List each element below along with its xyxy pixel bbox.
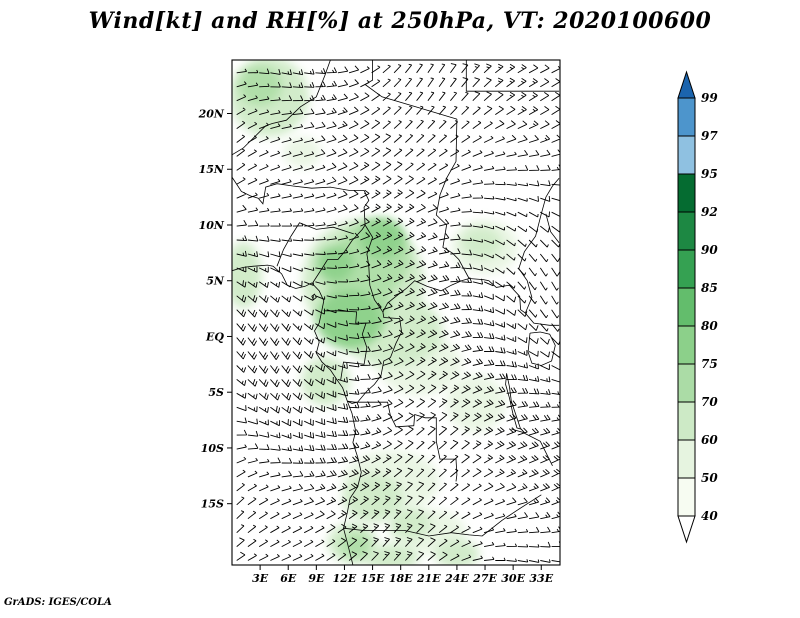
colorbar-segment — [677, 97, 696, 137]
x-tick-label: 18E — [389, 572, 413, 585]
wind-barbs — [236, 63, 560, 563]
x-tick-label: 6E — [280, 572, 297, 585]
colorbar-bottom-arrow — [677, 515, 696, 544]
colorbar-label: 90 — [701, 243, 718, 257]
colorbar-label: 75 — [701, 357, 718, 371]
colorbar-label: 85 — [701, 281, 718, 295]
x-tick-label: 21E — [416, 572, 441, 585]
y-tick-label: EQ — [205, 330, 224, 343]
y-tick-label: 15S — [201, 498, 224, 511]
map-outlines — [232, 60, 560, 565]
y-tick-label: 15N — [199, 163, 225, 176]
y-tick-label: 5S — [208, 386, 224, 399]
x-tick-label: 30E — [501, 572, 525, 585]
plot-frame — [231, 59, 561, 566]
axes: 3E 6E 9E 12E 15E 18E 21E 24E 27E 30E 33E 20N 15N 10N 5… — [198, 108, 554, 585]
colorbar-segment — [677, 135, 696, 175]
x-tick-label: 24E — [444, 572, 469, 585]
colorbar: 99 97 95 92 90 85 80 75 70 60 50 40 — [677, 70, 718, 544]
colorbar-top-arrow — [677, 70, 696, 99]
x-tick-label: 33E — [529, 572, 553, 585]
chart-title: Wind[kt] and RH[%] at 250hPa, VT: 202010… — [88, 8, 712, 34]
colorbar-label: 70 — [701, 395, 718, 409]
colorbar-label: 60 — [701, 433, 718, 447]
colorbar-segment — [677, 173, 696, 213]
colorbar-segment — [677, 287, 696, 327]
x-tick-label: 9E — [308, 572, 325, 585]
colorbar-label: 99 — [701, 91, 718, 105]
colorbar-segment — [677, 401, 696, 441]
y-tick-label: 10S — [201, 442, 224, 455]
colorbar-label: 80 — [701, 319, 718, 333]
colorbar-segment — [677, 211, 696, 251]
rh-shading — [232, 60, 519, 565]
colorbar-segment — [677, 439, 696, 479]
y-tick-label: 10N — [199, 219, 225, 232]
colorbar-label: 50 — [701, 471, 718, 485]
colorbar-label: 97 — [701, 129, 718, 143]
x-tick-label: 27E — [472, 572, 497, 585]
x-tick-label: 12E — [333, 572, 357, 585]
colorbar-label: 40 — [701, 509, 718, 523]
colorbar-label: 95 — [701, 167, 718, 181]
colorbar-segment — [677, 249, 696, 289]
colorbar-segment — [677, 477, 696, 517]
y-tick-label: 5N — [206, 275, 225, 288]
y-tick-label: 20N — [198, 108, 225, 121]
grads-credit: GrADS: IGES/COLA — [4, 597, 112, 608]
x-tick-label: 15E — [361, 572, 385, 585]
colorbar-segment — [677, 325, 696, 365]
colorbar-segment — [677, 363, 696, 403]
colorbar-label: 92 — [701, 205, 718, 219]
x-tick-label: 3E — [252, 572, 269, 585]
